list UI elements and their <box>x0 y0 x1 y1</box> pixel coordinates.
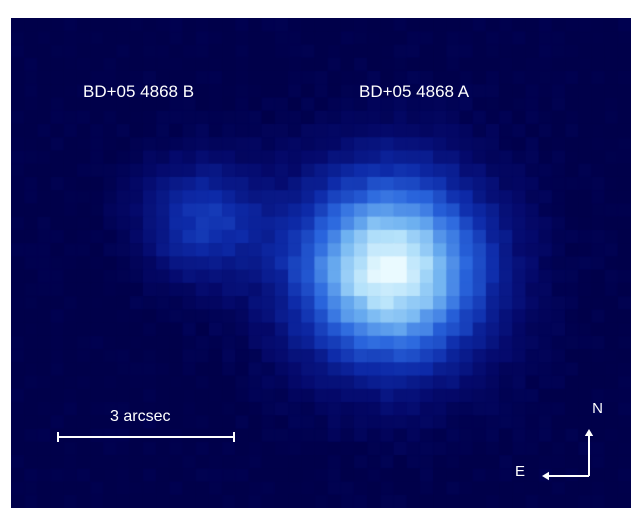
scalebar-tick-left <box>57 432 59 442</box>
scalebar-tick-right <box>233 432 235 442</box>
astro-figure: BD+05 4868 B BD+05 4868 A 3 arcsec N E <box>11 18 631 508</box>
compass-e-label: E <box>515 463 525 480</box>
compass-arrows-icon <box>531 406 601 486</box>
compass: N E <box>531 406 601 486</box>
compass-n-label: N <box>592 400 603 417</box>
scalebar-line <box>57 436 235 438</box>
